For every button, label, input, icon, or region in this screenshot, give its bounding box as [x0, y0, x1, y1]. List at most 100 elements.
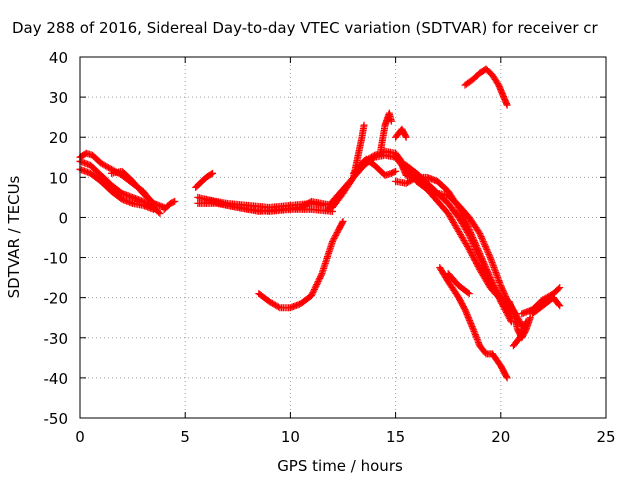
- y-tick-labels: -50 -40 -30 -20 -10 0 10 20 30 40: [44, 49, 69, 428]
- data-point-marker: [498, 285, 506, 293]
- data-point-marker: [556, 284, 564, 292]
- data-point-marker: [503, 374, 511, 382]
- data-point-marker: [470, 237, 478, 245]
- data-point-marker: [315, 276, 323, 284]
- x-tick-label: 5: [180, 428, 190, 446]
- data-point-marker: [486, 272, 494, 280]
- data-point-marker: [495, 293, 503, 301]
- data-point-marker: [478, 254, 486, 262]
- data-point-marker: [502, 307, 510, 315]
- data-point-marker: [470, 255, 478, 263]
- data-point-marker: [458, 300, 466, 308]
- data-point-marker: [504, 312, 512, 320]
- data-point-marker: [477, 233, 485, 241]
- x-tick-label: 25: [596, 428, 615, 446]
- y-tick-label: -30: [44, 330, 69, 348]
- data-series-arc-16: [392, 125, 410, 141]
- data-series-arc-14: [356, 155, 400, 179]
- data-point-marker: [465, 225, 473, 233]
- data-point-marker: [338, 219, 346, 227]
- data-point-marker: [485, 270, 493, 278]
- data-point-marker: [481, 262, 489, 270]
- data-series-arc-4: [108, 167, 168, 211]
- data-point-marker: [314, 277, 322, 285]
- data-point-marker: [461, 216, 469, 224]
- data-point-marker: [460, 304, 468, 312]
- data-point-marker: [401, 132, 409, 140]
- data-point-marker: [411, 174, 419, 182]
- data-point-marker: [150, 205, 158, 213]
- data-point-marker: [311, 284, 319, 292]
- data-point-marker: [492, 286, 500, 294]
- data-point-marker: [488, 278, 496, 286]
- data-series-arc-5: [160, 197, 179, 213]
- data-series-arc-23: [509, 318, 530, 350]
- data-point-marker: [471, 238, 479, 246]
- data-point-marker: [483, 267, 491, 275]
- data-point-marker: [467, 229, 475, 237]
- data-point-marker: [360, 121, 368, 129]
- data-point-marker: [475, 248, 483, 256]
- y-tick-label: 10: [49, 169, 68, 187]
- data-point-marker: [483, 247, 491, 255]
- data-point-marker: [501, 291, 509, 299]
- y-tick-label: -10: [44, 250, 69, 268]
- data-point-marker: [500, 304, 508, 312]
- data-point-marker: [464, 289, 472, 297]
- data-point-marker: [330, 235, 338, 243]
- data-point-marker: [499, 286, 507, 294]
- data-point-marker: [482, 264, 490, 272]
- data-point-marker: [476, 250, 484, 258]
- data-point-marker: [474, 263, 482, 271]
- data-point-marker: [472, 240, 480, 248]
- data-point-marker: [500, 288, 508, 296]
- data-point-marker: [481, 241, 489, 249]
- y-tick-label: 0: [58, 209, 68, 227]
- data-markers: [76, 65, 564, 382]
- data-point-marker: [501, 305, 509, 313]
- chart-title: Day 288 of 2016, Sidereal Day-to-day VTE…: [12, 19, 599, 37]
- data-point-marker: [463, 221, 471, 229]
- grid-lines: [80, 57, 606, 418]
- data-point-marker: [526, 314, 534, 322]
- data-point-marker: [310, 285, 318, 293]
- data-point-marker: [472, 242, 480, 250]
- data-series-arc-10: [255, 217, 347, 312]
- data-point-marker: [479, 256, 487, 264]
- data-point-marker: [498, 283, 506, 291]
- data-point-marker: [522, 318, 530, 326]
- data-point-marker: [481, 242, 489, 250]
- data-point-marker: [310, 287, 318, 295]
- data-series-arc-25: [528, 294, 564, 318]
- data-point-marker: [491, 285, 499, 293]
- x-tick-labels: 0 5 10 15 20 25: [75, 428, 615, 446]
- y-tick-label: 20: [49, 129, 68, 147]
- data-point-marker: [493, 290, 501, 298]
- plot-area-frame: [79, 56, 607, 419]
- data-point-marker: [402, 133, 410, 141]
- data-point-marker: [485, 250, 493, 258]
- data-point-marker: [155, 208, 163, 216]
- data-point-marker: [169, 198, 177, 206]
- data-point-marker: [468, 250, 476, 258]
- data-point-marker: [502, 293, 510, 301]
- data-point-marker: [332, 230, 340, 238]
- data-point-marker: [312, 282, 320, 290]
- x-tick-label: 10: [281, 428, 300, 446]
- data-point-marker: [493, 288, 501, 296]
- data-point-marker: [478, 234, 486, 242]
- data-point-marker: [474, 246, 482, 254]
- data-point-marker: [469, 235, 477, 243]
- data-point-marker: [171, 197, 179, 205]
- y-tick-label: 30: [49, 89, 68, 107]
- data-point-marker: [484, 269, 492, 277]
- data-point-marker: [554, 285, 562, 293]
- data-point-marker: [456, 295, 464, 303]
- data-series-arc-18: [402, 161, 526, 330]
- data-point-marker: [460, 214, 468, 222]
- data-point-marker: [483, 246, 491, 254]
- data-point-marker: [495, 294, 503, 302]
- data-point-marker: [333, 228, 341, 236]
